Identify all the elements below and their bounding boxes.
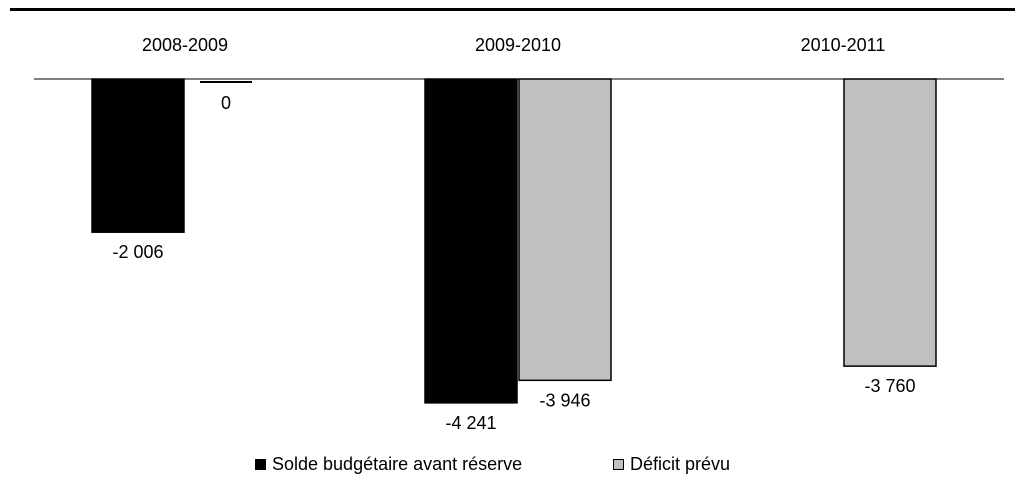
data-label: -3 760 [864,376,915,396]
bar-deficit [518,78,612,382]
legend-swatch-solde [255,459,266,470]
category-label: 2010-2011 [801,35,886,55]
legend-item-solde: Solde budgétaire avant réserve [255,454,522,475]
data-label: 0 [221,93,231,113]
legend-item-deficit: Déficit prévu [613,454,730,475]
category-label: 2009-2010 [475,35,561,55]
category-label: 2008-2009 [142,35,228,55]
bar-solde [91,78,185,233]
bar-chart: 2008-2009 2009-2010 2010-2011 -2 006 -4 241 0… [34,35,1004,433]
bar-deficit [843,78,937,367]
data-label: -4 241 [445,413,496,433]
legend-swatch-deficit [613,459,624,470]
legend-label-deficit: Déficit prévu [630,454,731,474]
legend-label-solde: Solde budgétaire avant réserve [272,454,523,474]
data-label: -2 006 [112,242,163,262]
data-label: -3 946 [539,390,590,410]
legend: Solde budgétaire avant réserve Déficit p… [0,454,1025,484]
top-rule [10,8,1015,11]
bar-solde [424,78,518,404]
